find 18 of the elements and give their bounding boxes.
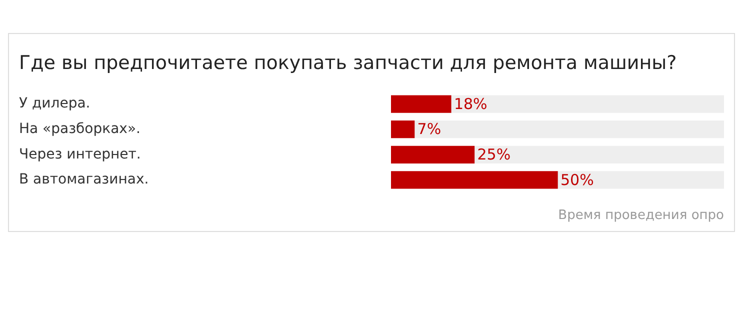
bar: [450, 95, 724, 113]
data-label: 18%: [454, 94, 488, 113]
bar: [474, 146, 724, 164]
y-tick-label: В автомагазинах.: [19, 172, 149, 188]
bar: [414, 120, 724, 138]
bar: [391, 171, 558, 189]
bar: [391, 146, 475, 164]
data-label: 25%: [477, 146, 511, 164]
y-tick-label: Через интернет.: [19, 146, 141, 162]
y-tick-label: У дилера.: [19, 96, 90, 112]
y-tick-label: На «разборках».: [19, 120, 140, 137]
data-label: 7%: [417, 120, 442, 138]
data-label: 50%: [560, 170, 594, 189]
bar: [391, 95, 452, 113]
text: Время проведения опро: [557, 208, 724, 223]
bar: [557, 171, 724, 189]
bar: [391, 120, 415, 138]
chart-title: Где вы предпочитаете покупать запчасти для ремонта машины?: [19, 52, 678, 74]
